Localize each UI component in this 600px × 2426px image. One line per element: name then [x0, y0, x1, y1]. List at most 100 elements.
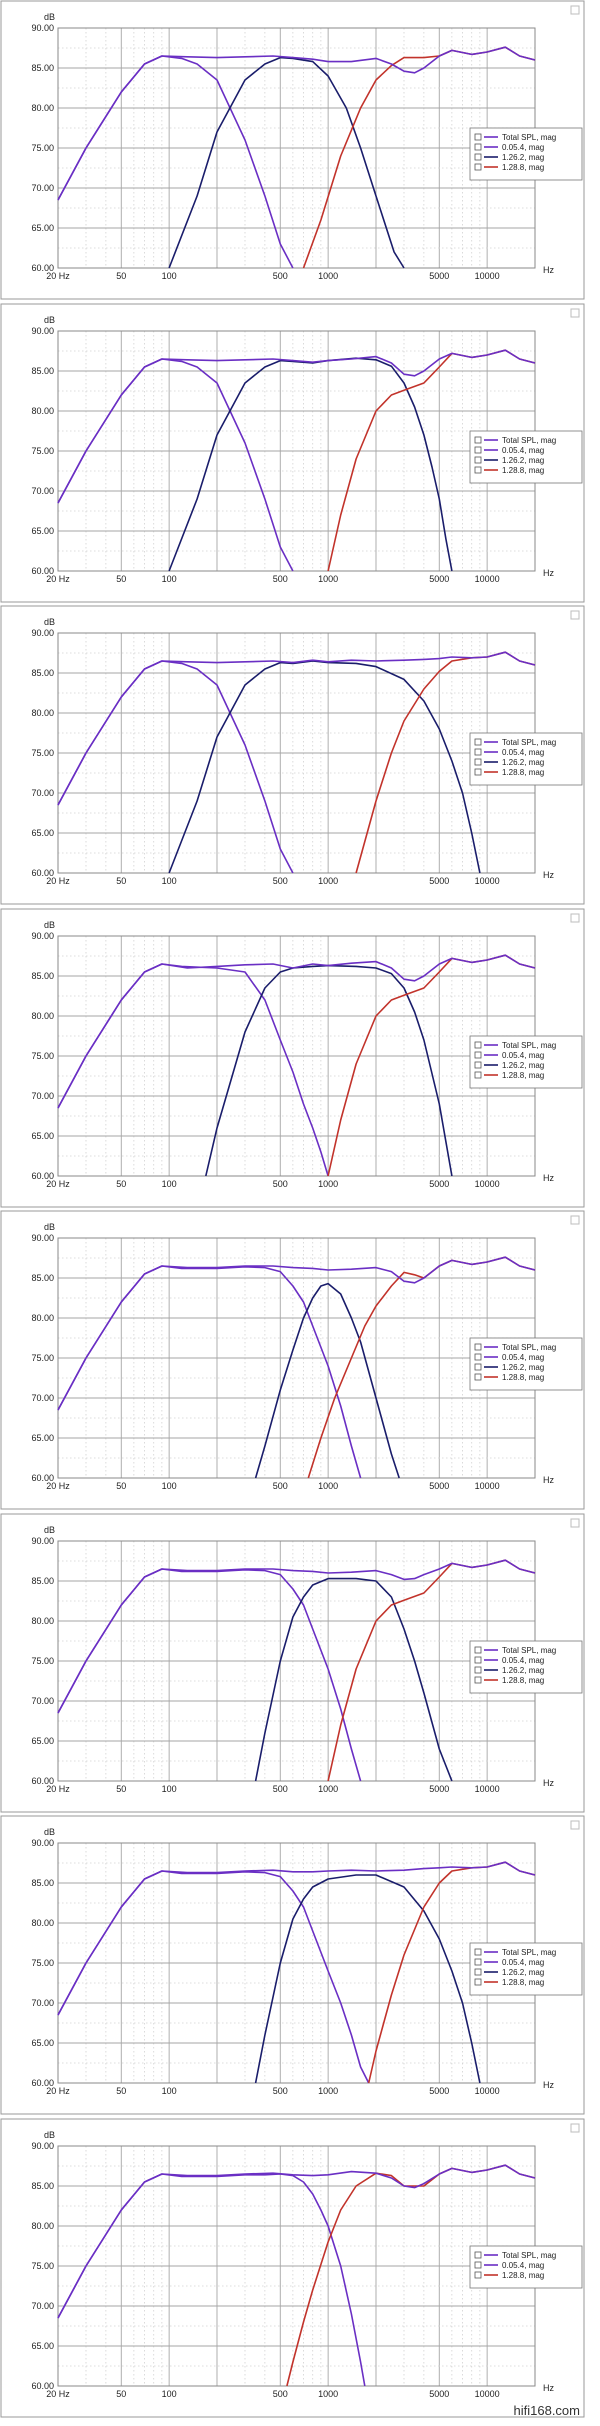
x-tick-label: 10000 [475, 574, 500, 584]
x-tick-label: 500 [273, 2389, 288, 2399]
series-line-1-26-2-mag [254, 1282, 400, 1479]
legend-checkbox [474, 1061, 482, 1069]
legend-checkbox [474, 446, 482, 454]
y-tick-label: 90.00 [31, 931, 54, 941]
x-tick-label: 1000 [318, 271, 338, 281]
x-unit-label: Hz [543, 568, 554, 578]
legend-label: 1.28.8, mag [502, 2271, 544, 2280]
series-line-total-spl-mag [57, 349, 536, 504]
y-tick-label: 80.00 [31, 708, 54, 718]
y-tick-label: 85.00 [31, 971, 54, 981]
legend-label: 1.26.2, mag [502, 1666, 544, 1675]
legend-checkbox [474, 1363, 482, 1371]
y-tick-label: 75.00 [31, 1958, 54, 1968]
legend-checkbox [474, 2261, 482, 2269]
legend-label: 1.28.8, mag [502, 1071, 544, 1080]
x-tick-label: 5000 [429, 271, 449, 281]
x-tick-label: 500 [273, 271, 288, 281]
y-tick-label: 75.00 [31, 1353, 54, 1363]
y-unit-label: dB [44, 2130, 55, 2140]
legend-checkbox [474, 1958, 482, 1966]
x-tick-label: 500 [273, 1481, 288, 1491]
y-tick-label: 85.00 [31, 1878, 54, 1888]
corner-handle [570, 5, 580, 15]
y-unit-label: dB [44, 1827, 55, 1837]
legend-checkbox [474, 1343, 482, 1351]
x-unit-label: Hz [543, 2383, 554, 2393]
y-tick-label: 75.00 [31, 2261, 54, 2271]
series-line-total-spl-mag [57, 954, 536, 1109]
x-tick-label: 20 Hz [46, 2086, 70, 2096]
legend-label: 1.28.8, mag [502, 1676, 544, 1685]
legend-label: Total SPL, mag [502, 1646, 556, 1655]
y-tick-label: 85.00 [31, 63, 54, 73]
legend-checkbox [474, 738, 482, 746]
legend-label: 1.28.8, mag [502, 1373, 544, 1382]
y-tick-label: 85.00 [31, 2181, 54, 2191]
y-tick-label: 70.00 [31, 788, 54, 798]
legend-checkbox [474, 436, 482, 444]
x-tick-label: 1000 [318, 1784, 338, 1794]
legend-label: 1.26.2, mag [502, 1968, 544, 1977]
x-tick-label: 1000 [318, 574, 338, 584]
legend-label: Total SPL, mag [502, 133, 556, 142]
x-unit-label: Hz [543, 265, 554, 275]
y-tick-label: 90.00 [31, 1233, 54, 1243]
legend-checkbox [474, 1051, 482, 1059]
corner-handle [570, 610, 580, 620]
y-tick-label: 75.00 [31, 1656, 54, 1666]
x-tick-label: 20 Hz [46, 2389, 70, 2399]
x-tick-label: 20 Hz [46, 876, 70, 886]
y-tick-label: 75.00 [31, 748, 54, 758]
x-unit-label: Hz [543, 870, 554, 880]
legend-label: 1.26.2, mag [502, 1363, 544, 1372]
legend-checkbox [474, 1676, 482, 1684]
x-tick-label: 20 Hz [46, 1179, 70, 1189]
legend-label: 0.05.4, mag [502, 1958, 544, 1967]
legend-label: Total SPL, mag [502, 1948, 556, 1957]
y-tick-label: 80.00 [31, 1313, 54, 1323]
y-tick-label: 70.00 [31, 1998, 54, 2008]
y-tick-label: 80.00 [31, 1918, 54, 1928]
y-tick-label: 90.00 [31, 23, 54, 33]
x-tick-label: 10000 [475, 1784, 500, 1794]
series-line-total-spl-mag [57, 2164, 536, 2319]
legend-label: 0.05.4, mag [502, 143, 544, 152]
series-line-1-26-2-mag [205, 964, 453, 1177]
y-tick-label: 65.00 [31, 2341, 54, 2351]
y-tick-label: 65.00 [31, 1131, 54, 1141]
x-tick-label: 50 [116, 876, 126, 886]
legend-checkbox [474, 748, 482, 756]
legend-checkbox [474, 1656, 482, 1664]
legend-checkbox [474, 1978, 482, 1986]
y-tick-label: 80.00 [31, 1616, 54, 1626]
x-tick-label: 100 [162, 1784, 177, 1794]
x-unit-label: Hz [543, 1475, 554, 1485]
legend-checkbox [474, 456, 482, 464]
y-tick-label: 70.00 [31, 1091, 54, 1101]
legend-label: 0.05.4, mag [502, 446, 544, 455]
x-tick-label: 5000 [429, 2086, 449, 2096]
y-tick-label: 60.00 [31, 2381, 54, 2391]
legend-checkbox [474, 1041, 482, 1049]
x-unit-label: Hz [543, 2080, 554, 2090]
y-unit-label: dB [44, 12, 55, 22]
legend-label: 1.28.8, mag [502, 163, 544, 172]
legend-checkbox [474, 1948, 482, 1956]
x-unit-label: Hz [543, 1778, 554, 1788]
x-tick-label: 5000 [429, 1179, 449, 1189]
y-tick-label: 80.00 [31, 1011, 54, 1021]
legend-label: 1.26.2, mag [502, 758, 544, 767]
x-tick-label: 5000 [429, 2389, 449, 2399]
series-line-1-26-2-mag [168, 660, 481, 874]
x-tick-label: 5000 [429, 876, 449, 886]
series-line-total-spl-mag [57, 1256, 536, 1411]
